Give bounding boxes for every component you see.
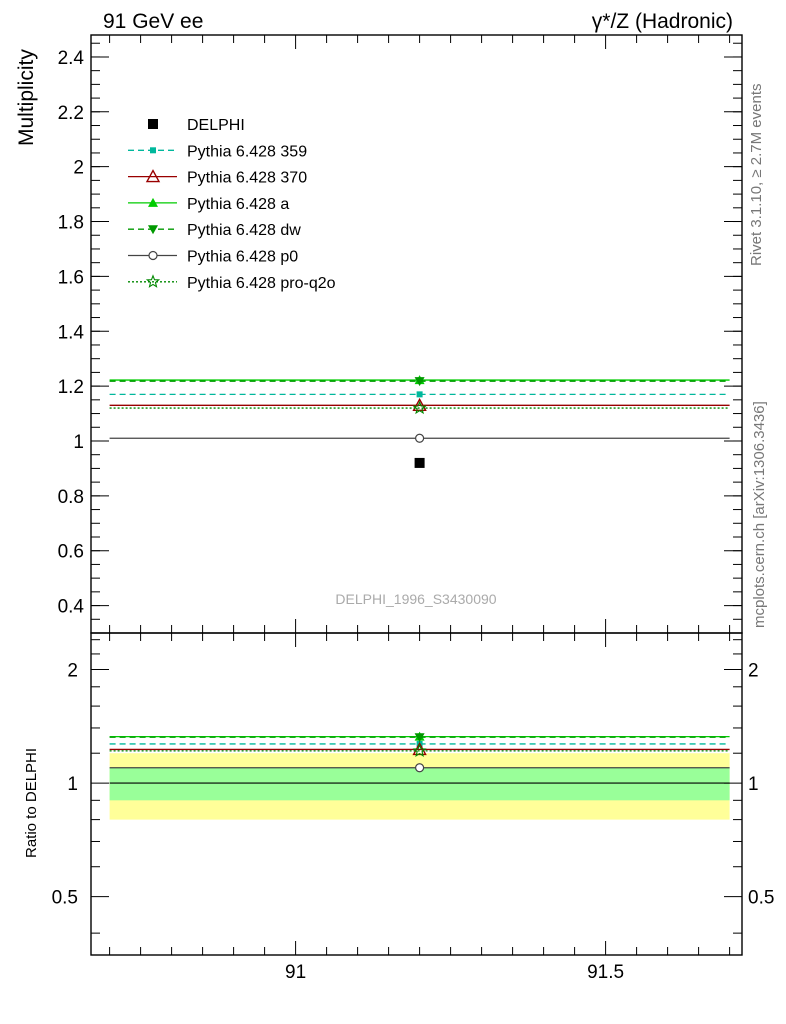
rivet-label: Rivet 3.1.10, ≥ 2.7M events: [748, 84, 765, 267]
header-right-title: γ*/Z (Hadronic): [592, 10, 733, 33]
main-y-tick-label: 0.4: [58, 597, 85, 618]
main-series-lines: [109, 375, 730, 468]
legend-delphi-label: DELPHI: [187, 117, 245, 134]
legend: DELPHI Pythia 6.428 359 Pythia 6.428 370 Py…: [128, 117, 336, 292]
legend-pythia-6-428-370-marker: [145, 169, 161, 183]
analysis-id: DELPHI_1996_S3430090: [335, 591, 496, 607]
series-pythia-6-428-pro-q2o-point: [412, 400, 427, 415]
ratio-y-tick-label: 0.5: [52, 888, 78, 909]
series-pythia-6-428-p0-point: [415, 433, 425, 443]
ratio-y-tick-label-right: 0.5: [748, 888, 774, 909]
mcplots-label: mcplots.cern.ch [arXiv:1306.3436]: [751, 401, 768, 628]
legend-pythia-6-428-dw-label: Pythia 6.428 dw: [187, 222, 301, 239]
ratio-y-tick-label: 1: [67, 774, 78, 795]
plot-frames: [90, 34, 743, 956]
legend-pythia-6-428-359-marker: [150, 147, 156, 154]
ratio-pythia-6-428-p0-point: [415, 763, 425, 773]
ratio-frame: [90, 632, 743, 956]
ratio-ylabel: Ratio to DELPHI: [23, 748, 40, 858]
series-delphi-point: [414, 457, 425, 468]
axis-ticks: 0.4 0.6 0.8 1 1.2 1.4 1.6 1.8 2 2.2 2.4 91 91.5 0.5 0.…: [52, 35, 774, 983]
main-y-tick-label: 1.4: [58, 322, 85, 343]
main-y-tick-label: 1.6: [58, 267, 84, 288]
legend-pythia-6-428-359-label: Pythia 6.428 359: [187, 143, 307, 160]
main-y-tick-label: 1: [73, 432, 84, 453]
ratio-pythia-6-428-pro-q2o-point: [412, 743, 427, 758]
legend-pythia-6-428-a-label: Pythia 6.428 a: [187, 196, 289, 213]
main-y-tick-label: 2.2: [58, 103, 84, 124]
ratio-x-tick-label: 91: [285, 962, 306, 983]
legend-pythia-6-428-pro-q2o-marker: [145, 274, 161, 288]
ratio-series-lines: [109, 731, 730, 773]
series-pythia-6-428-359-point: [416, 391, 423, 398]
main-ylabel: Multiplicity: [15, 49, 38, 146]
ratio-y-tick-label-right: 2: [748, 661, 759, 682]
ratio-pythia-6-428-dw-point: [414, 733, 425, 743]
legend-delphi-marker: [148, 119, 158, 129]
legend-pythia-6-428-pro-q2o-label: Pythia 6.428 pro-q2o: [187, 275, 336, 292]
main-y-tick-label: 2.4: [58, 48, 85, 69]
main-y-tick-label: 0.8: [58, 487, 84, 508]
main-y-tick-label: 1.2: [58, 377, 84, 398]
main-y-tick-label: 1.8: [58, 213, 84, 234]
legend-pythia-6-428-dw-marker: [148, 225, 158, 235]
header-left-title: 91 GeV ee: [103, 10, 203, 33]
ratio-y-tick-label-right: 1: [748, 774, 759, 795]
main-y-tick-label: 0.6: [58, 542, 84, 563]
legend-pythia-6-428-p0-marker: [148, 250, 158, 261]
legend-pythia-6-428-370-label: Pythia 6.428 370: [187, 170, 307, 187]
ratio-y-tick-label: 2: [67, 661, 78, 682]
main-y-tick-label: 2: [73, 158, 84, 179]
ratio-x-tick-label: 91.5: [587, 962, 624, 983]
ratio-band-inner: [109, 767, 730, 801]
series-pythia-6-428-dw-point: [414, 377, 425, 387]
legend-pythia-6-428-a-marker: [148, 197, 158, 207]
legend-pythia-6-428-p0-label: Pythia 6.428 p0: [187, 249, 298, 266]
